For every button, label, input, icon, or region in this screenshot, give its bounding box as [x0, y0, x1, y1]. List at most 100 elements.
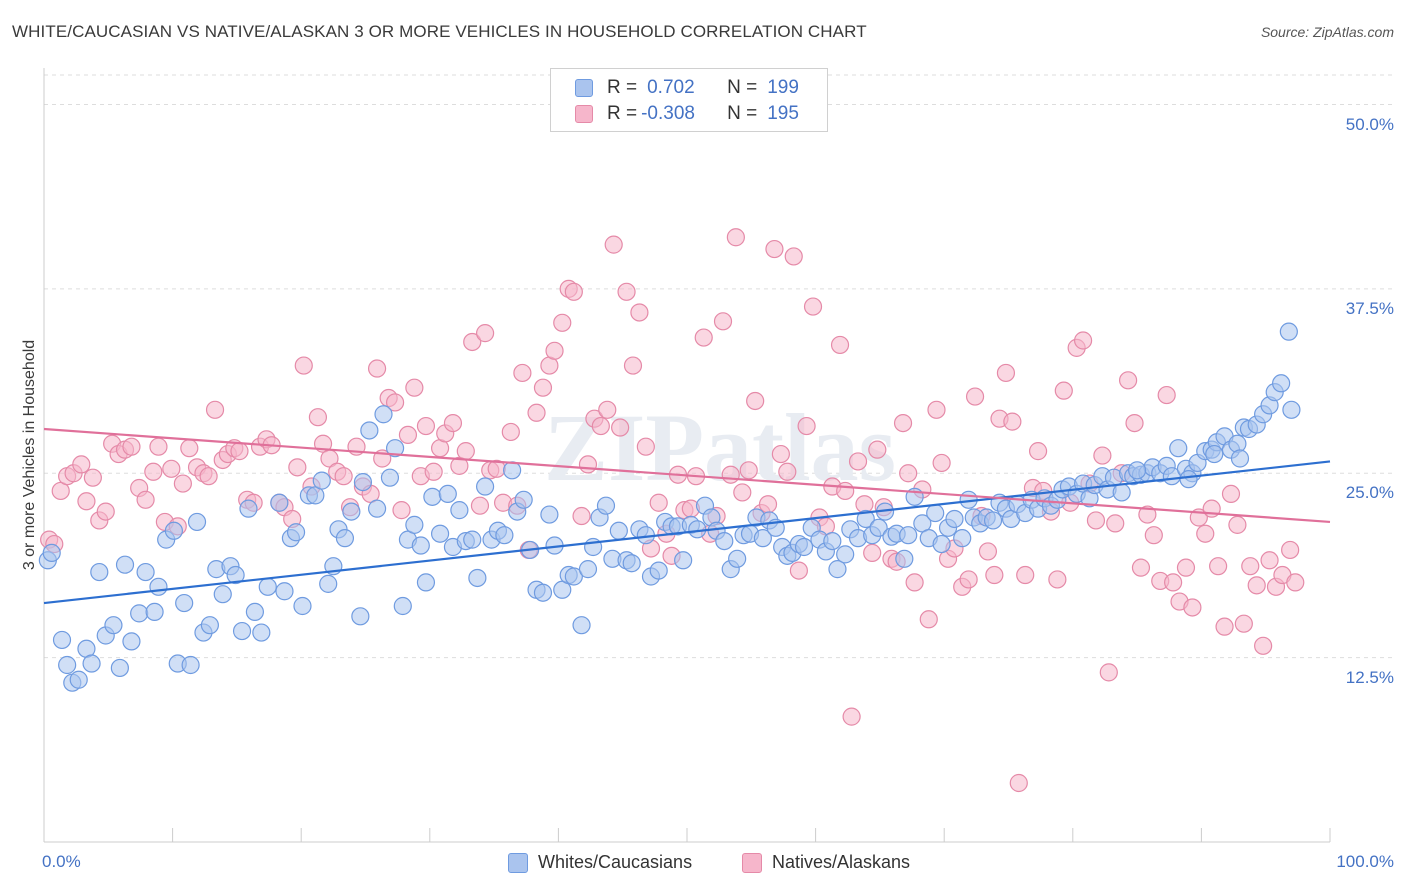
native-point	[1247, 576, 1266, 595]
white-point	[1169, 439, 1188, 458]
native-point	[868, 440, 887, 459]
white-point	[104, 616, 123, 635]
native-point	[746, 391, 765, 411]
legend-row-natives: R = -0.308 N = 195	[575, 102, 799, 126]
white-point	[312, 471, 331, 490]
native-point	[965, 387, 985, 406]
legend-n-label: N =	[727, 77, 758, 98]
natives-swatch	[575, 105, 593, 123]
white-point	[319, 574, 338, 593]
whites-points	[38, 322, 1301, 692]
native-point	[733, 483, 752, 502]
native-point	[1234, 614, 1253, 633]
white-point	[351, 607, 370, 626]
native-point	[649, 493, 668, 512]
native-point	[149, 437, 168, 456]
native-point	[385, 393, 405, 412]
white-point	[405, 515, 424, 534]
white-point	[596, 496, 616, 515]
white-point	[1272, 374, 1291, 393]
y-tick-label: 25.0%	[1345, 483, 1394, 503]
white-point	[1179, 470, 1198, 489]
white-point	[828, 560, 847, 579]
natives-points	[40, 228, 1305, 793]
white-point	[475, 477, 495, 496]
native-point	[1144, 526, 1163, 545]
white-point	[239, 499, 258, 518]
native-point	[199, 467, 218, 486]
native-point	[294, 356, 313, 375]
native-point	[527, 403, 546, 422]
legend-r-label: R =	[607, 103, 638, 124]
white-point	[149, 577, 168, 596]
native-point	[623, 356, 643, 375]
white-point	[385, 439, 405, 458]
native-point	[1254, 636, 1273, 655]
white-point	[869, 518, 888, 537]
native-point	[456, 442, 475, 461]
whites-legend-swatch	[508, 852, 528, 873]
white-point	[82, 654, 101, 673]
native-point	[1215, 617, 1234, 636]
white-point	[823, 531, 842, 551]
white-point	[42, 543, 61, 563]
native-point	[765, 239, 784, 259]
white-point	[286, 523, 306, 542]
native-point	[758, 495, 778, 514]
white-point	[226, 565, 245, 585]
white-point	[728, 549, 747, 568]
native-point	[996, 363, 1016, 383]
white-point	[411, 536, 430, 555]
native-point	[334, 467, 353, 486]
native-point	[836, 481, 855, 501]
native-point	[230, 442, 249, 461]
white-point	[674, 551, 693, 570]
native-point	[1003, 412, 1022, 431]
legend-item-natives[interactable]: Natives/Alaskans	[742, 852, 910, 873]
legend-n-value: 199	[767, 77, 799, 98]
native-point	[1048, 570, 1067, 589]
white-point	[145, 602, 164, 622]
whites-trend-line	[43, 460, 1331, 605]
x-tick-label: 100.0%	[1336, 852, 1394, 871]
native-point	[1157, 385, 1176, 405]
native-point	[611, 418, 630, 437]
native-point	[83, 468, 102, 487]
white-point	[1230, 449, 1250, 468]
white-point	[164, 521, 183, 540]
white-point	[463, 530, 482, 549]
native-point	[830, 335, 850, 355]
native-point	[205, 400, 225, 419]
legend-r-value: -0.308	[641, 103, 695, 124]
white-point	[360, 421, 379, 440]
native-point	[288, 458, 307, 477]
white-point	[1282, 400, 1301, 419]
white-point	[578, 560, 598, 579]
white-point	[1112, 483, 1131, 502]
native-point	[959, 570, 978, 589]
native-point	[932, 453, 951, 473]
native-point	[1073, 331, 1093, 350]
white-point	[438, 484, 457, 503]
native-point	[899, 464, 918, 483]
native-point	[180, 439, 199, 458]
native-point	[905, 573, 924, 592]
native-point	[1281, 540, 1300, 560]
native-point	[591, 416, 610, 436]
legend-item-whites[interactable]: Whites/Caucasians	[508, 852, 692, 873]
native-point	[789, 561, 808, 580]
white-point	[753, 529, 772, 548]
native-point	[598, 400, 617, 419]
native-point	[564, 282, 583, 301]
white-point	[335, 529, 355, 548]
legend-r-label: R =	[607, 77, 638, 98]
white-point	[232, 621, 252, 641]
native-point	[739, 461, 758, 480]
native-point	[630, 303, 649, 322]
native-point	[405, 378, 424, 397]
white-point	[1205, 444, 1224, 464]
native-point	[1131, 558, 1151, 577]
white-point	[794, 537, 814, 557]
native-point	[162, 459, 181, 478]
